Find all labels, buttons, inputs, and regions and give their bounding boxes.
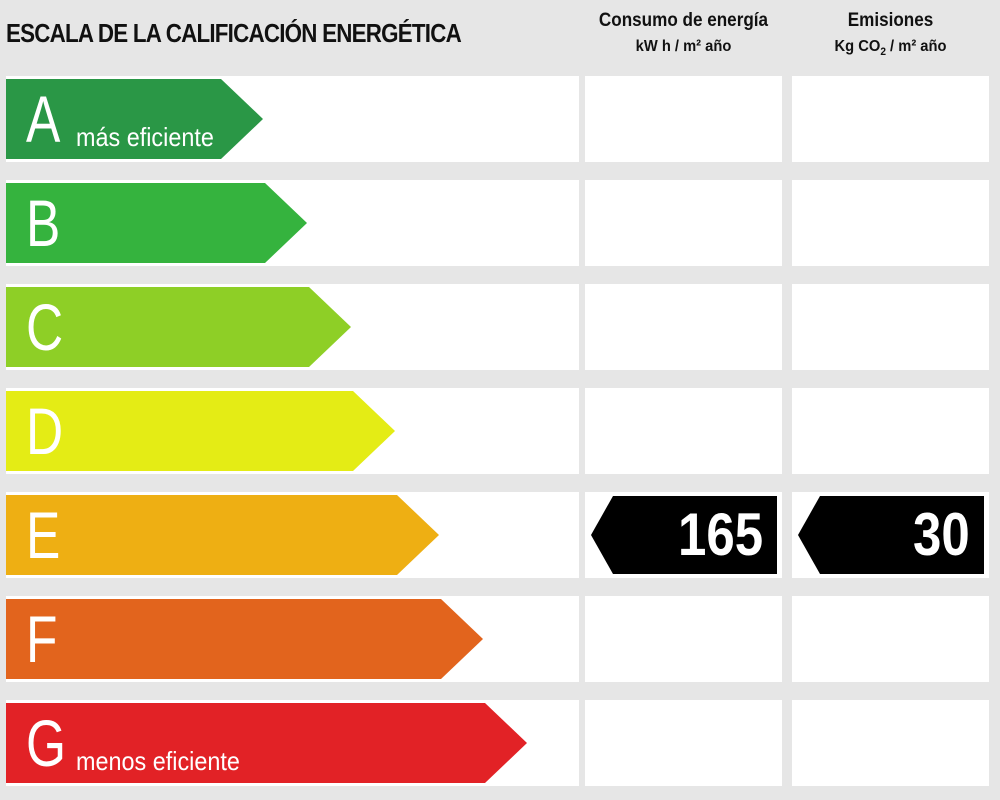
rating-arrow-d: D xyxy=(6,388,395,474)
rating-arrow-f: F xyxy=(6,596,483,682)
emissions-cell: 30 xyxy=(792,492,989,578)
rating-row-b: B xyxy=(0,180,1000,266)
value-badge-shape xyxy=(798,496,984,574)
emissions-cell xyxy=(792,76,989,162)
energy-column-unit: kW h / m² año xyxy=(635,38,732,55)
emissions-value: 30 xyxy=(913,501,970,568)
emissions-unit-suffix: / m² año xyxy=(885,38,947,55)
rating-arrow-shape xyxy=(6,287,351,367)
emissions-value-badge: 30 xyxy=(798,496,984,574)
energy-cell xyxy=(585,596,782,682)
emissions-cell xyxy=(792,596,989,682)
rating-row-c: C xyxy=(0,284,1000,370)
rating-arrow-c: C xyxy=(6,284,351,370)
energy-value-badge: 165 xyxy=(591,496,777,574)
rating-label: más eficiente xyxy=(76,122,214,152)
rating-arrow-e: E xyxy=(6,492,439,578)
energy-column-header: Consumo de energía kW h / m² año xyxy=(585,8,782,60)
rating-arrow-shape xyxy=(6,495,439,575)
emissions-unit-prefix: Kg CO xyxy=(834,38,881,55)
rating-label: menos eficiente xyxy=(76,746,240,776)
page-title: ESCALA DE LA CALIFICACIÓN ENERGÉTICA xyxy=(6,18,462,48)
rating-arrow-shape xyxy=(6,391,395,471)
rating-row-f: F xyxy=(0,596,1000,682)
emissions-cell xyxy=(792,284,989,370)
rating-row-d: D xyxy=(0,388,1000,474)
emissions-cell xyxy=(792,700,989,786)
rating-letter: C xyxy=(26,290,64,364)
rating-arrow-shape xyxy=(6,79,263,159)
rating-row-e: E 165 30 xyxy=(0,492,1000,578)
value-badge-shape xyxy=(591,496,777,574)
emissions-cell xyxy=(792,388,989,474)
rating-letter: A xyxy=(26,82,61,156)
rating-arrow-shape xyxy=(6,703,527,783)
rating-letter: B xyxy=(26,186,61,260)
energy-cell xyxy=(585,180,782,266)
energy-cell xyxy=(585,284,782,370)
energy-column-title: Consumo de energía xyxy=(598,10,769,31)
energy-cell: 165 xyxy=(585,492,782,578)
emissions-column-header: Emisiones Kg CO2 / m² año xyxy=(792,8,989,65)
rating-arrow-b: B xyxy=(6,180,307,266)
emissions-column-title: Emisiones xyxy=(847,10,934,31)
energy-value: 165 xyxy=(677,501,763,568)
energy-cell xyxy=(585,76,782,162)
rating-letter: E xyxy=(26,498,61,572)
emissions-unit-sub: 2 xyxy=(880,46,886,59)
rating-letter: F xyxy=(26,602,58,676)
rating-letter: D xyxy=(26,394,64,468)
energy-cell xyxy=(585,700,782,786)
emissions-column-unit: Kg CO2 / m² año xyxy=(800,34,981,65)
rating-arrow-shape xyxy=(6,599,483,679)
rating-arrow-shape xyxy=(6,183,307,263)
rating-letter: G xyxy=(26,706,67,780)
energy-cell xyxy=(585,388,782,474)
emissions-cell xyxy=(792,180,989,266)
